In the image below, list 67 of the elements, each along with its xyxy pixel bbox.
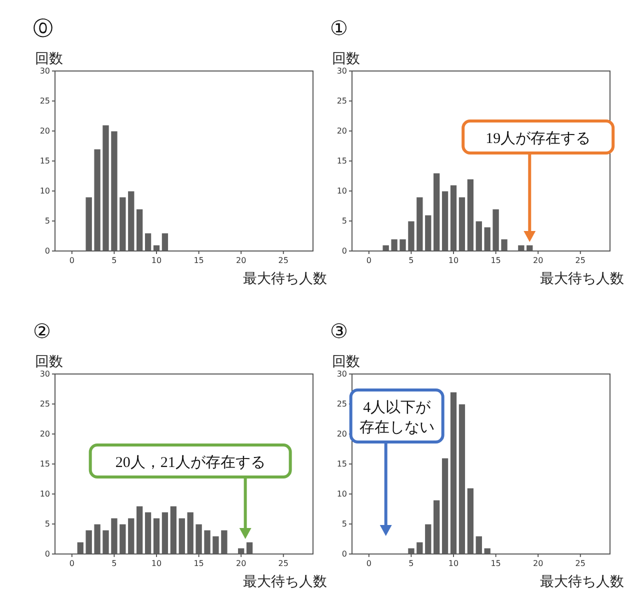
y-tick-label: 25 bbox=[336, 400, 347, 409]
y-tick-label: 20 bbox=[336, 126, 347, 136]
x-tick-label: 0 bbox=[366, 256, 372, 265]
x-tick-label: 20 bbox=[533, 559, 544, 568]
y-tick-label: 25 bbox=[40, 400, 50, 409]
x-tick-label: 10 bbox=[448, 559, 459, 568]
y-tick-label: 10 bbox=[336, 490, 347, 499]
x-tick-label: 25 bbox=[575, 559, 586, 568]
chart-title: ③ bbox=[330, 319, 348, 343]
y-tick-label: 30 bbox=[336, 370, 347, 379]
y-tick-label: 10 bbox=[336, 186, 347, 196]
y-tick-label: 25 bbox=[40, 96, 50, 106]
x-axis-title: 最大待ち人数 bbox=[243, 271, 327, 287]
y-tick-label: 15 bbox=[40, 156, 50, 166]
x-tick-label: 5 bbox=[112, 256, 117, 265]
y-tick-label: 25 bbox=[336, 96, 347, 106]
x-tick-label: 20 bbox=[236, 559, 246, 568]
y-tick-label: 20 bbox=[336, 430, 347, 439]
x-tick-label: 20 bbox=[236, 256, 246, 265]
x-tick-label: 15 bbox=[490, 559, 501, 568]
y-tick-label: 10 bbox=[40, 490, 50, 499]
x-tick-label: 20 bbox=[533, 256, 544, 265]
y-tick-label: 15 bbox=[40, 460, 50, 469]
y-tick-label: 15 bbox=[336, 156, 347, 166]
y-tick-label: 30 bbox=[40, 66, 50, 76]
x-tick-label: 25 bbox=[575, 256, 586, 265]
x-tick-label: 15 bbox=[194, 256, 204, 265]
y-tick-label: 5 bbox=[342, 520, 347, 529]
y-tick-label: 20 bbox=[40, 126, 50, 136]
x-tick-label: 5 bbox=[112, 559, 117, 568]
y-axis-title: 回数 bbox=[35, 354, 63, 370]
x-axis-title: 最大待ち人数 bbox=[540, 271, 624, 287]
y-tick-label: 5 bbox=[44, 520, 50, 529]
x-tick-label: 10 bbox=[151, 256, 162, 265]
y-tick-label: 0 bbox=[342, 550, 347, 559]
x-tick-label: 0 bbox=[366, 559, 372, 568]
y-tick-label: 15 bbox=[336, 460, 347, 469]
x-tick-label: 25 bbox=[278, 256, 288, 265]
y-axis-title: 回数 bbox=[35, 51, 63, 67]
y-tick-label: 0 bbox=[44, 246, 50, 256]
y-tick-label: 10 bbox=[40, 186, 50, 196]
y-tick-label: 20 bbox=[40, 430, 50, 439]
x-tick-label: 0 bbox=[69, 559, 74, 568]
y-tick-label: 30 bbox=[40, 370, 50, 379]
y-tick-label: 0 bbox=[342, 246, 347, 256]
x-tick-label: 15 bbox=[194, 559, 204, 568]
y-tick-label: 5 bbox=[44, 216, 50, 226]
y-axis-title: 回数 bbox=[332, 51, 360, 67]
annotation: 4人以下が存在しない bbox=[359, 399, 434, 436]
annotation: 19人が存在する bbox=[486, 130, 591, 147]
x-tick-label: 0 bbox=[69, 256, 74, 265]
x-axis-title: 最大待ち人数 bbox=[243, 574, 327, 590]
y-tick-label: 5 bbox=[342, 216, 347, 226]
y-tick-label: 0 bbox=[44, 550, 50, 559]
chart-title: ① bbox=[330, 16, 348, 40]
x-tick-label: 10 bbox=[448, 256, 459, 265]
x-tick-label: 5 bbox=[408, 256, 414, 265]
chart-title: ⓪ bbox=[33, 16, 53, 40]
y-axis-title: 回数 bbox=[332, 354, 360, 370]
x-tick-label: 15 bbox=[490, 256, 501, 265]
x-tick-label: 5 bbox=[408, 559, 414, 568]
x-tick-label: 25 bbox=[278, 559, 288, 568]
x-axis-title: 最大待ち人数 bbox=[540, 574, 624, 590]
annotation: 20人，21人が存在する bbox=[115, 454, 266, 471]
y-tick-label: 30 bbox=[336, 66, 347, 76]
x-tick-label: 10 bbox=[151, 559, 162, 568]
chart-title: ② bbox=[33, 319, 51, 343]
